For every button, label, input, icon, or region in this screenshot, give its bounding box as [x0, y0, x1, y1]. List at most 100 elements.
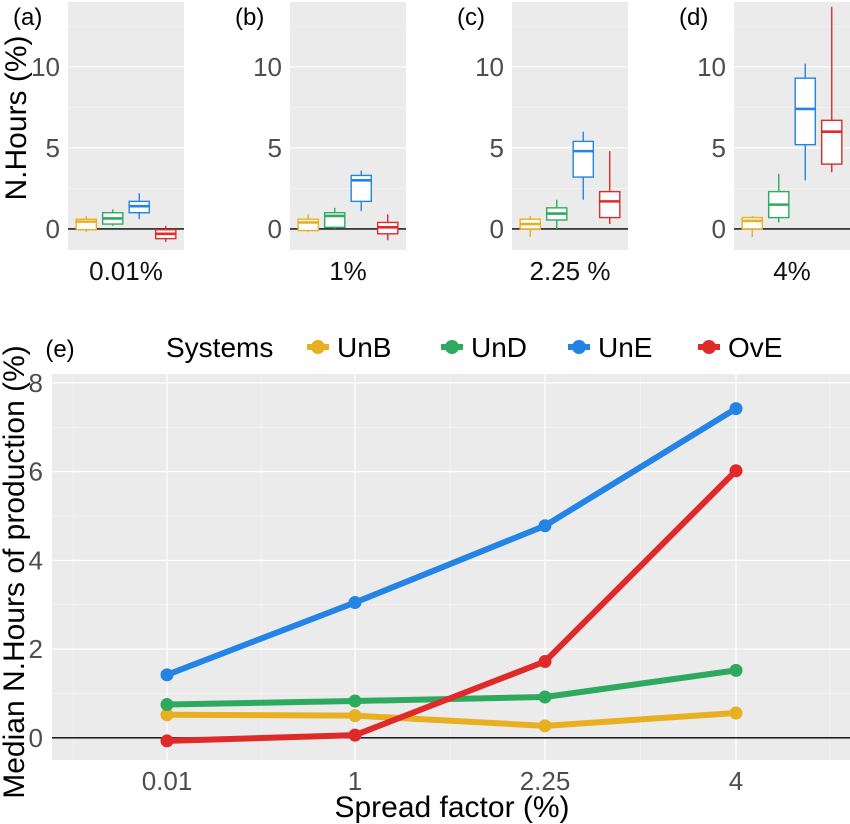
panel-tag: (b): [235, 4, 264, 31]
box-UnD: [545, 199, 568, 229]
y-tick-label: 0: [268, 214, 282, 244]
panel-d: 0 5 10 (d) 4%: [679, 2, 850, 286]
box-body: [820, 119, 843, 165]
y-tick-label: 8: [29, 368, 43, 398]
legend: Systems UnB UnD UnE OvE: [166, 332, 782, 363]
box-UnE: [350, 170, 373, 212]
y-tick-label: 0: [29, 723, 43, 753]
series-UnB: [160, 706, 743, 733]
data-point: [729, 663, 743, 677]
legend-item-OvE: OvE: [698, 332, 782, 363]
box-UnE: [572, 131, 595, 200]
x-tick-label: 4: [729, 766, 743, 796]
box-body: [572, 140, 595, 178]
box-body: [297, 218, 320, 232]
legend-key-point: [702, 340, 716, 354]
legend-label: UnE: [598, 332, 652, 363]
panel-c: 0 5 10 (c) 2.25 %: [457, 2, 628, 286]
legend-item-UnE: UnE: [568, 332, 652, 363]
box-body: [75, 218, 98, 231]
data-point: [538, 690, 552, 704]
y-tick-label: 6: [29, 457, 43, 487]
series-UnE: [160, 402, 743, 682]
series-line: [164, 467, 739, 744]
box-OvE: [154, 225, 177, 242]
box-OvE: [598, 151, 621, 225]
panel-b: 0 5 10 (b) 1%: [235, 2, 406, 286]
facet-label: 1%: [329, 256, 367, 286]
data-point: [160, 734, 174, 748]
data-point: [538, 719, 552, 733]
top-y-axis-title: N.Hours (%): [0, 35, 33, 200]
series-line: [164, 405, 739, 678]
box-UnD: [101, 209, 124, 226]
data-point: [348, 728, 362, 742]
y-tick-label: 2: [29, 634, 43, 664]
facet-label: 2.25 %: [530, 256, 611, 286]
y-tick-label: 10: [697, 52, 726, 82]
box-body: [598, 190, 621, 219]
legend-item-UnB: UnB: [307, 332, 391, 363]
x-tick-label: 0.01: [142, 766, 193, 796]
box-body: [741, 216, 764, 230]
data-point: [729, 402, 743, 416]
y-tick-label: 4: [29, 545, 43, 575]
data-point: [160, 668, 174, 682]
box-UnD: [767, 173, 790, 223]
box-body: [794, 77, 817, 146]
y-tick-label: 0: [712, 214, 726, 244]
box-OvE: [376, 214, 399, 241]
box-UnE: [794, 63, 817, 181]
bottom-panel: 0 2 4 6 8 0.01 1 2.25 4: [29, 368, 850, 796]
box-body: [350, 174, 373, 203]
y-tick-label: 5: [490, 133, 504, 163]
data-point: [538, 655, 552, 669]
x-tick-label: 2.25: [520, 766, 571, 796]
facet-label: 0.01%: [89, 256, 163, 286]
data-point: [348, 694, 362, 708]
data-point: [348, 709, 362, 723]
y-tick-label: 10: [475, 52, 504, 82]
bottom-y-axis-title: Median N.Hours of production (%): [0, 345, 31, 799]
y-tick-label: 10: [253, 52, 282, 82]
data-point: [729, 706, 743, 720]
legend-key-point: [572, 340, 586, 354]
y-tick-label: 5: [268, 133, 282, 163]
legend-label: OvE: [728, 332, 782, 363]
legend-title: Systems: [166, 332, 273, 363]
box-UnE: [128, 193, 151, 220]
legend-key-point: [445, 340, 459, 354]
box-UnB: [519, 215, 542, 238]
legend-label: UnB: [337, 332, 391, 363]
series-OvE: [160, 464, 743, 748]
box-UnB: [297, 214, 320, 233]
legend-key-point: [311, 340, 325, 354]
panel-tag: (d): [679, 4, 708, 31]
panel-background: [290, 2, 406, 250]
bottom-x-axis-title: Spread factor (%): [334, 791, 569, 824]
panel-background: [68, 2, 184, 250]
panel-a: 0 5 10 (a) 0.01%: [13, 2, 184, 286]
box-UnB: [75, 215, 98, 233]
panel-tag: (c): [457, 4, 485, 31]
data-point: [160, 708, 174, 722]
x-tick-label: 1: [348, 766, 362, 796]
y-tick-label: 5: [712, 133, 726, 163]
top-panels: 0 5 10 (a) 0.01% 0 5 10 (b) 1% 0 5 10 (c) 2.25 % 0 5 10 (d…: [13, 2, 850, 286]
box-UnD: [323, 207, 346, 229]
facet-label: 4%: [773, 256, 811, 286]
panel-tag: (a): [13, 4, 42, 31]
y-tick-label: 0: [490, 214, 504, 244]
panel-tag-e: (e): [45, 336, 74, 363]
box-OvE: [820, 6, 843, 173]
box-UnB: [741, 215, 764, 238]
legend-label: UnD: [471, 332, 527, 363]
series-line: [164, 709, 739, 729]
data-point: [538, 519, 552, 533]
y-tick-label: 0: [46, 214, 60, 244]
legend-item-UnD: UnD: [441, 332, 527, 363]
legend-items: UnB UnD UnE OvE: [307, 332, 782, 363]
y-tick-label: 5: [46, 133, 60, 163]
y-tick-label: 10: [31, 52, 60, 82]
